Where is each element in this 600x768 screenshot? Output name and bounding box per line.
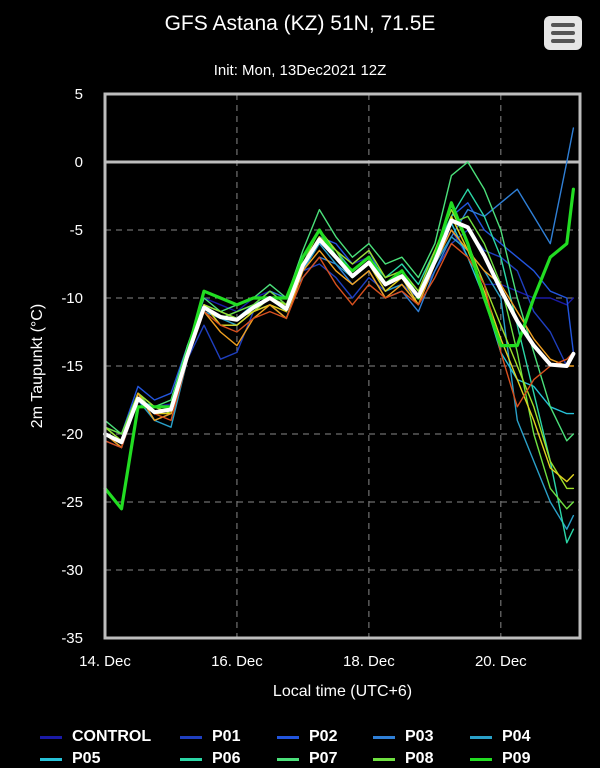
legend-label: P07 [309,750,338,767]
legend-label: P09 [502,750,531,767]
y-tick-label: -25 [61,494,83,511]
legend-item-p08[interactable]: P08 [373,750,433,768]
legend-swatch [373,735,395,739]
series-lines [103,127,576,544]
legend-swatch [277,757,299,761]
legend-item-p03[interactable]: P03 [373,728,433,746]
legend-label: P06 [212,750,241,767]
y-tick-label: -10 [61,290,83,307]
hamburger-menu-icon[interactable] [544,16,582,50]
legend-label: P05 [72,750,101,767]
series-line-mean [103,218,576,445]
y-tick-label: 0 [75,154,83,171]
legend-label: P02 [309,728,338,745]
legend-swatch [277,735,299,739]
x-tick-label: 18. Dec [343,653,395,670]
legend-label: P08 [405,750,434,767]
legend-swatch [40,735,62,739]
y-tick-label: -5 [70,222,83,239]
y-tick-label: -15 [61,358,83,375]
legend-label: P04 [502,728,531,745]
legend-label: P01 [212,728,241,745]
x-tick-label: 20. Dec [475,653,527,670]
series-line-p10 [104,208,575,490]
legend-item-p02[interactable]: P02 [277,728,337,746]
y-tick-label: 5 [75,86,83,103]
legend-swatch [470,757,492,761]
x-tick-labels: 14. Dec 16. Dec 18. Dec 20. Dec [79,653,527,670]
y-tick-label: -35 [61,630,83,647]
legend-item-p09[interactable]: P09 [470,750,530,768]
y-axis-label: 2m Taupunkt (°C) [29,304,46,428]
legend-item-control[interactable]: CONTROL [40,728,151,746]
legend-item-p06[interactable]: P06 [180,750,240,768]
chart-subtitle: Init: Mon, 13Dec2021 12Z [213,62,387,79]
legend-item-p01[interactable]: P01 [180,728,240,746]
legend-swatch [40,757,62,761]
legend-label: P03 [405,728,434,745]
series-line-p07 [104,161,575,442]
legend-swatch [180,757,202,761]
y-tick-label: -20 [61,426,83,443]
legend-label: CONTROL [72,728,152,745]
x-tick-label: 16. Dec [211,653,263,670]
chart-title: GFS Astana (KZ) 51N, 71.5E [164,12,436,35]
plot-frame [103,92,582,640]
legend-item-p05[interactable]: P05 [40,750,100,768]
y-tick-labels: 5 0 -5 -10 -15 -20 -25 -30 -35 [61,86,83,647]
legend-swatch [373,757,395,761]
legend-swatch [470,735,492,739]
x-tick-label: 14. Dec [79,653,131,670]
x-axis-label: Local time (UTC+6) [273,683,412,700]
y-tick-label: -30 [61,562,83,579]
legend-item-p07[interactable]: P07 [277,750,337,768]
legend-swatch [180,735,202,739]
legend-item-p04[interactable]: P04 [470,728,530,746]
